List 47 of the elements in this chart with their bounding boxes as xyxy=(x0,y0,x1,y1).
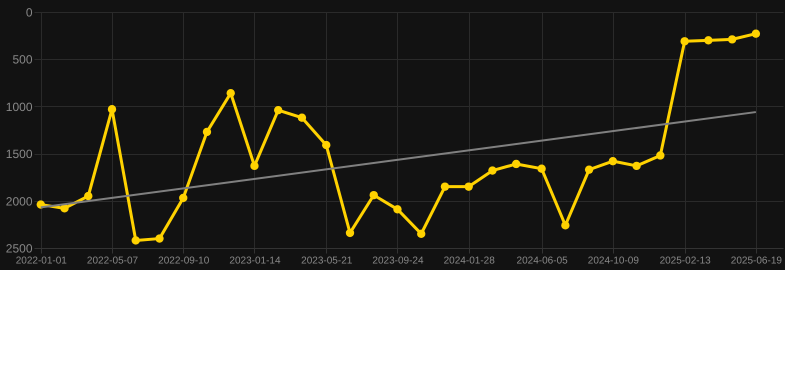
point xyxy=(155,234,164,243)
point xyxy=(274,106,282,114)
x-tick-label: 2023-01-14 xyxy=(229,256,281,266)
y-tick-label: 500 xyxy=(12,52,33,67)
x-tick-label: 2024-06-05 xyxy=(516,256,568,266)
point xyxy=(680,37,689,46)
x-tick-label: 2024-01-28 xyxy=(444,256,496,266)
point xyxy=(440,182,450,191)
point xyxy=(108,105,116,114)
point xyxy=(752,30,760,38)
point xyxy=(417,230,426,238)
point xyxy=(322,140,330,150)
point xyxy=(298,114,306,122)
point xyxy=(608,156,618,166)
point xyxy=(561,221,570,230)
y-tick-label: 0 xyxy=(26,6,33,20)
y-tick-label: 1000 xyxy=(6,100,33,114)
x-tick-label: 2023-05-21 xyxy=(301,256,353,266)
x-tick-label: 2025-02-13 xyxy=(660,256,712,266)
x-tick-label: 2023-09-24 xyxy=(372,256,424,266)
y-tick-label: 2000 xyxy=(6,194,33,208)
point xyxy=(632,162,641,170)
point xyxy=(464,182,473,191)
point xyxy=(179,194,188,202)
point xyxy=(584,165,594,174)
point xyxy=(84,192,92,200)
point xyxy=(728,35,736,44)
point xyxy=(202,128,212,136)
point xyxy=(132,236,140,245)
point xyxy=(393,205,402,214)
y-tick-label: 2500 xyxy=(6,242,33,256)
x-tick-label: 2024-10-09 xyxy=(588,256,640,266)
point xyxy=(60,204,69,213)
x-tick-label: 2022-09-10 xyxy=(158,256,210,266)
x-tick-label: 2025-06-19 xyxy=(730,256,782,266)
point xyxy=(226,89,235,98)
point xyxy=(488,166,497,175)
point xyxy=(537,164,546,173)
point xyxy=(250,162,259,170)
point xyxy=(370,190,378,200)
y-tick-label: 1500 xyxy=(6,147,33,162)
point xyxy=(346,228,354,238)
point xyxy=(512,160,520,168)
x-tick-label: 2022-01-01 xyxy=(16,256,68,266)
x-tick-label: 2022-05-07 xyxy=(86,256,139,266)
point xyxy=(656,151,665,160)
point xyxy=(704,36,713,44)
